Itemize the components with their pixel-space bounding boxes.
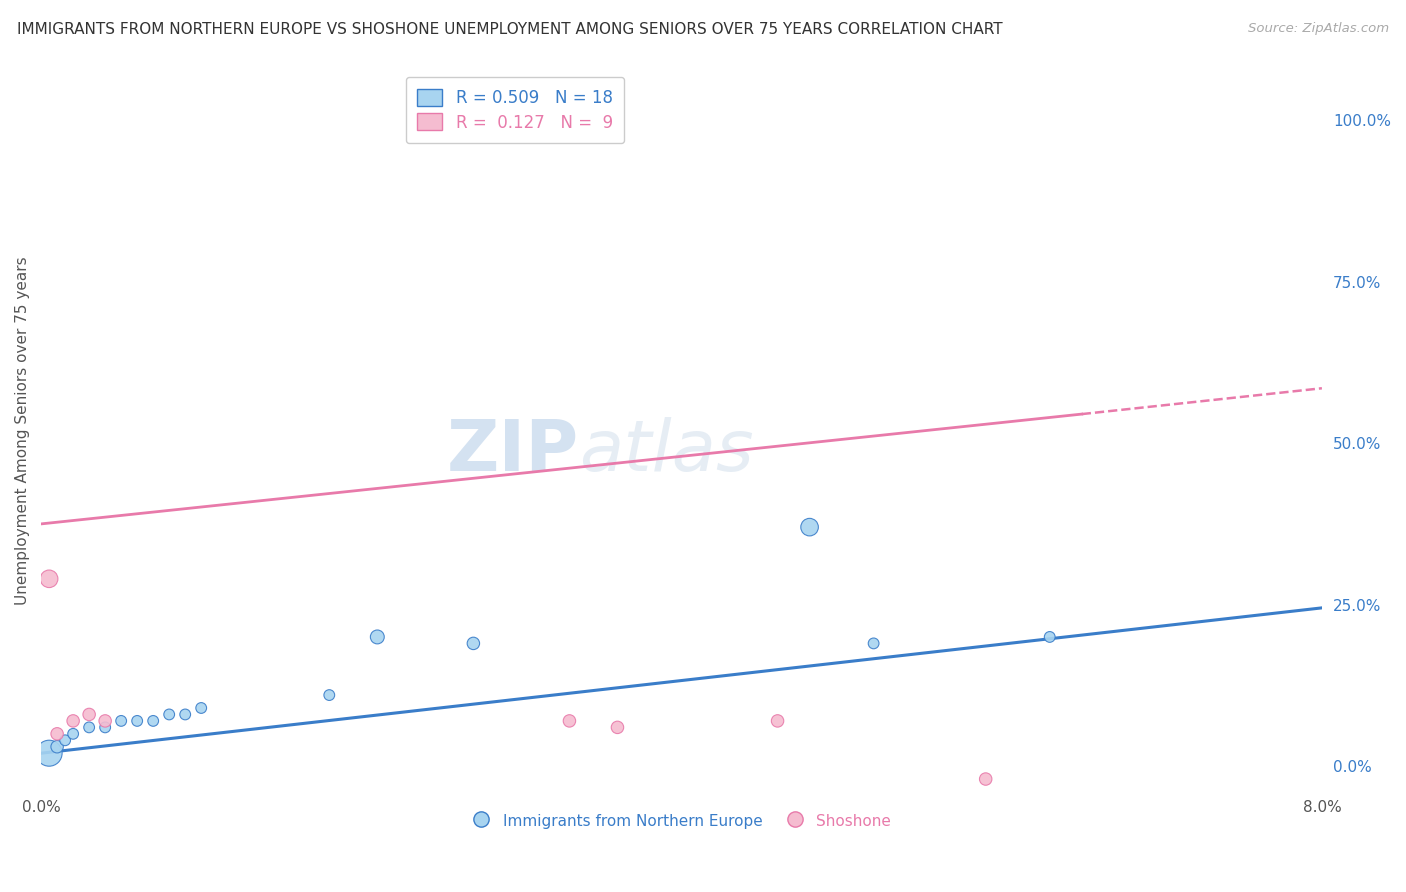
Legend: Immigrants from Northern Europe, Shoshone: Immigrants from Northern Europe, Shoshon…: [465, 806, 897, 835]
Point: [558, 714, 581, 728]
Point: [366, 630, 388, 644]
Y-axis label: Unemployment Among Seniors over 75 years: Unemployment Among Seniors over 75 years: [15, 256, 30, 605]
Point: [46, 739, 69, 754]
Point: [127, 714, 149, 728]
Text: Source: ZipAtlas.com: Source: ZipAtlas.com: [1249, 22, 1389, 36]
Text: ZIP: ZIP: [447, 417, 579, 486]
Point: [463, 636, 485, 650]
Point: [94, 720, 117, 734]
Point: [62, 727, 84, 741]
Point: [142, 714, 165, 728]
Point: [94, 714, 117, 728]
Point: [799, 520, 821, 534]
Point: [766, 714, 789, 728]
Point: [53, 733, 76, 747]
Point: [77, 707, 100, 722]
Point: [46, 727, 69, 741]
Point: [190, 701, 212, 715]
Point: [1039, 630, 1062, 644]
Point: [62, 714, 84, 728]
Point: [38, 572, 60, 586]
Point: [77, 720, 100, 734]
Point: [606, 720, 628, 734]
Point: [174, 707, 197, 722]
Point: [974, 772, 997, 786]
Point: [862, 636, 884, 650]
Text: atlas: atlas: [579, 417, 754, 486]
Point: [318, 688, 340, 702]
Point: [110, 714, 132, 728]
Point: [157, 707, 180, 722]
Point: [38, 746, 60, 760]
Text: IMMIGRANTS FROM NORTHERN EUROPE VS SHOSHONE UNEMPLOYMENT AMONG SENIORS OVER 75 Y: IMMIGRANTS FROM NORTHERN EUROPE VS SHOSH…: [17, 22, 1002, 37]
